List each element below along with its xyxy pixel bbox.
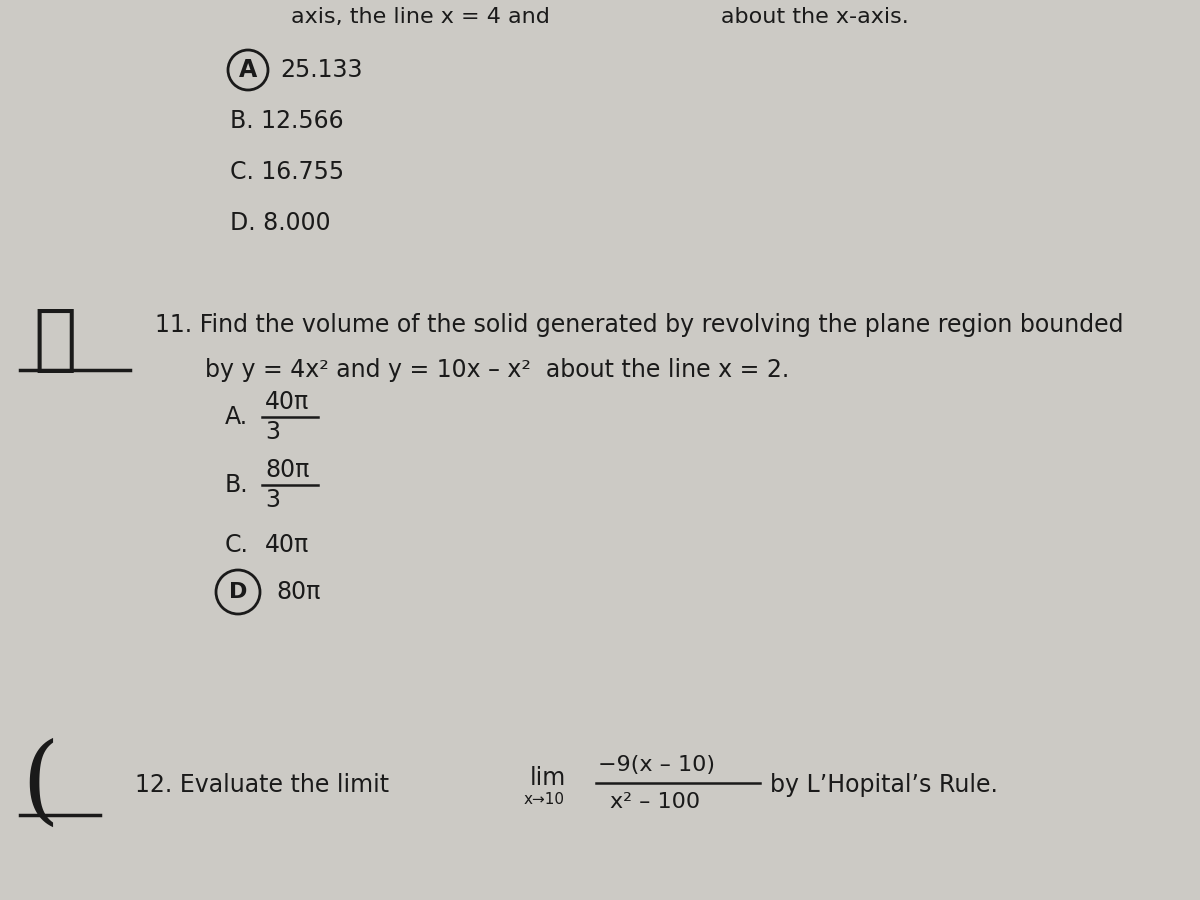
Text: ℓ: ℓ: [34, 305, 77, 375]
Text: by L’Hopital’s Rule.: by L’Hopital’s Rule.: [770, 773, 998, 797]
Text: 11. Find the volume of the solid generated by revolving the plane region bounded: 11. Find the volume of the solid generat…: [155, 313, 1123, 337]
Text: C.: C.: [226, 533, 248, 557]
Text: 80π: 80π: [276, 580, 320, 604]
Text: −9(x – 10): −9(x – 10): [598, 755, 715, 775]
Text: 25.133: 25.133: [280, 58, 362, 82]
Text: x² – 100: x² – 100: [610, 792, 700, 812]
Text: D. 8.000: D. 8.000: [230, 211, 331, 235]
Text: D: D: [229, 582, 247, 602]
Text: lim: lim: [530, 766, 566, 790]
Text: B.: B.: [226, 473, 248, 497]
Text: (: (: [22, 738, 59, 832]
Text: 12. Evaluate the limit: 12. Evaluate the limit: [134, 773, 389, 797]
Text: 80π: 80π: [265, 458, 310, 482]
Text: 3: 3: [265, 420, 280, 444]
Text: A.: A.: [226, 405, 248, 429]
Text: axis, the line x = 4 and                        about the x-axis.: axis, the line x = 4 and about the x-axi…: [292, 7, 908, 27]
Text: 3: 3: [265, 488, 280, 512]
Text: C. 16.755: C. 16.755: [230, 160, 344, 184]
Text: 40π: 40π: [265, 390, 310, 414]
Text: A: A: [239, 58, 257, 82]
Text: 40π: 40π: [265, 533, 310, 557]
Text: by y = 4x² and y = 10x – x²  about the line x = 2.: by y = 4x² and y = 10x – x² about the li…: [205, 358, 790, 382]
Text: B. 12.566: B. 12.566: [230, 109, 343, 133]
Text: x→10: x→10: [524, 793, 565, 807]
